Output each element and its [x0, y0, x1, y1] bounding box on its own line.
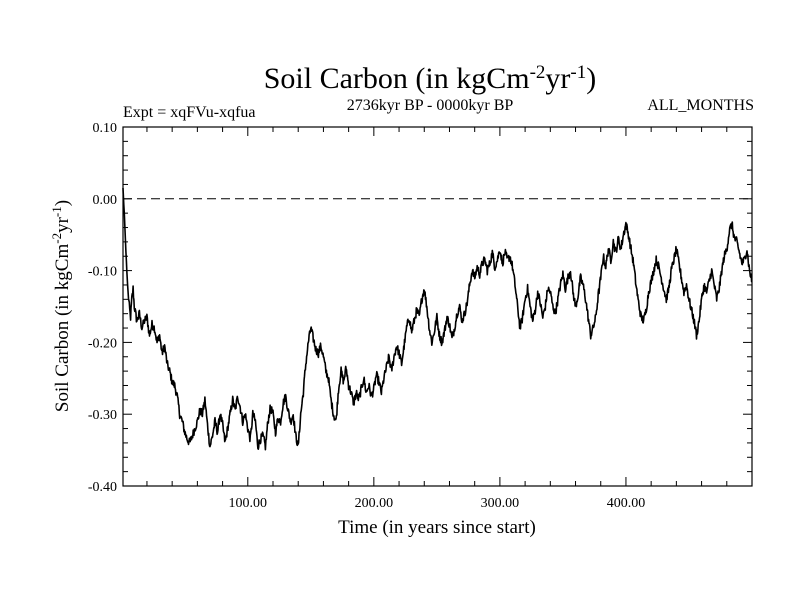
y-tick-label: -0.10: [88, 265, 117, 280]
y-tick-label: -0.40: [88, 480, 117, 495]
y-tick-label: 0.00: [93, 193, 118, 208]
x-tick-label: 300.00: [481, 496, 520, 511]
experiment-label: Expt = xqFVu-xqfua: [123, 104, 256, 121]
period-label: 2736kyr BP - 0000kyr BP: [347, 97, 514, 114]
y-tick-label: -0.20: [88, 336, 117, 351]
series-group: [122, 187, 753, 451]
axis-ticks: [123, 126, 752, 487]
x-tick-label: 200.00: [355, 496, 394, 511]
months-label: ALL_MONTHS: [647, 97, 754, 114]
y-tick-label: 0.10: [93, 121, 118, 136]
plot-frame: [122, 126, 753, 487]
soil-carbon-series-line: [122, 187, 753, 451]
y-tick-label: -0.30: [88, 408, 117, 423]
y-axis-label: Soil Carbon (in kgCm-2yr-1): [49, 200, 74, 412]
x-axis-label: Time (in years since start): [338, 517, 536, 538]
x-tick-label: 400.00: [607, 496, 646, 511]
x-tick-label: 100.00: [229, 496, 268, 511]
tick-labels: 100.00 200.00 300.00 400.00 0.10 0.00 -0.10 -0.…: [88, 121, 645, 511]
chart-title: Soil Carbon (in kgCm-2yr-1): [264, 62, 597, 96]
